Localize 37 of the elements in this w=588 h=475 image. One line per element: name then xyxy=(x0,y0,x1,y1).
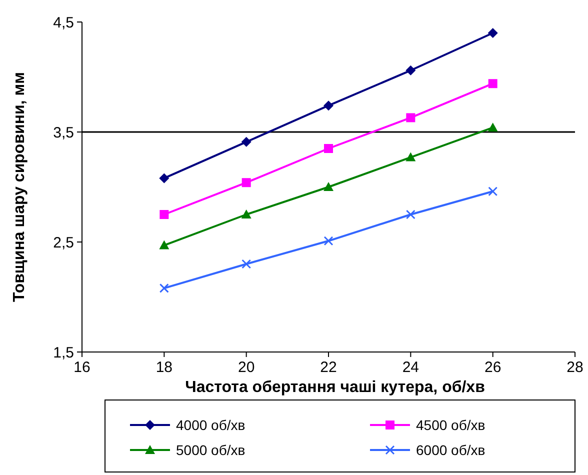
point xyxy=(324,100,334,111)
point xyxy=(159,173,170,184)
legend-label: 6000 об/хв xyxy=(416,442,486,458)
x-tick-label: 26 xyxy=(484,359,502,376)
x-tick-label: 18 xyxy=(156,359,173,376)
x-tick-label: 16 xyxy=(74,359,90,376)
y-tick-label: 1,5 xyxy=(53,344,74,362)
point xyxy=(242,178,251,188)
point xyxy=(406,65,416,76)
x-tick-label: 28 xyxy=(566,359,584,376)
point xyxy=(488,186,498,196)
x-tick-label: 20 xyxy=(238,359,255,376)
legend-label: 5000 об/хв xyxy=(176,442,246,458)
point xyxy=(406,113,416,122)
legend-label: 4000 об/хв xyxy=(176,416,246,433)
point xyxy=(324,236,334,246)
point xyxy=(242,259,252,269)
point xyxy=(406,152,416,162)
legend-label: 4500 об/хв xyxy=(416,416,486,433)
y-tick-label: 3,5 xyxy=(53,124,74,142)
x-tick-label: 24 xyxy=(402,359,420,376)
point xyxy=(488,28,498,38)
y-tick-label: 2,5 xyxy=(53,234,74,252)
point xyxy=(159,240,170,250)
y-axis-title: Товщина шару сировини, мм xyxy=(11,72,28,302)
x-tick-label: 22 xyxy=(320,359,337,376)
point xyxy=(324,182,334,191)
y-tick-label: 4,5 xyxy=(53,14,74,32)
point xyxy=(488,79,498,88)
point xyxy=(488,122,498,132)
point xyxy=(406,210,416,220)
point xyxy=(160,210,169,219)
point xyxy=(241,136,252,147)
point xyxy=(159,283,169,293)
point xyxy=(241,210,252,218)
x-axis-title: Частота обертання чаші кутера, об/хв xyxy=(185,379,486,396)
point xyxy=(324,144,333,153)
